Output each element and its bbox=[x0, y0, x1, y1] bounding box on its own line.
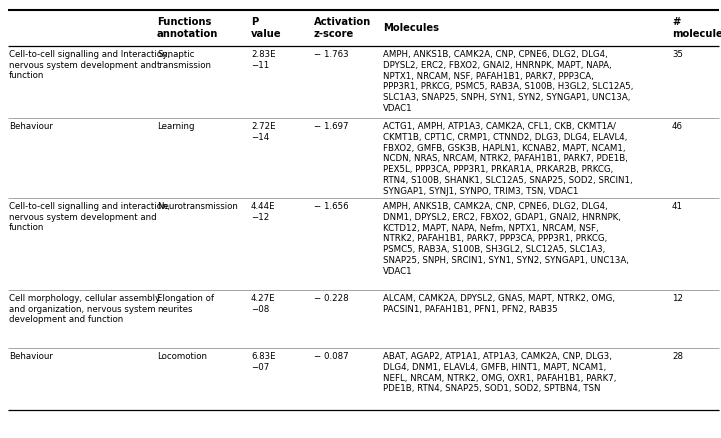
Text: 46: 46 bbox=[672, 122, 683, 131]
Text: ABAT, AGAP2, ATP1A1, ATP1A3, CAMK2A, CNP, DLG3,
DLG4, DNM1, ELAVL4, GMFB, HINT1,: ABAT, AGAP2, ATP1A1, ATP1A3, CAMK2A, CNP… bbox=[383, 352, 616, 393]
Text: Functions
annotation: Functions annotation bbox=[157, 17, 218, 39]
Text: Neurotransmission: Neurotransmission bbox=[157, 202, 238, 211]
Text: 12: 12 bbox=[672, 294, 683, 303]
Text: #
molecules: # molecules bbox=[672, 17, 721, 39]
Text: ACTG1, AMPH, ATP1A3, CAMK2A, CFL1, CKB, CKMT1A/
CKMT1B, CPT1C, CRMP1, CTNND2, DL: ACTG1, AMPH, ATP1A3, CAMK2A, CFL1, CKB, … bbox=[383, 122, 632, 195]
Text: 2.83E
−11: 2.83E −11 bbox=[251, 50, 275, 70]
Text: − 1.763: − 1.763 bbox=[314, 50, 349, 59]
Text: P
value: P value bbox=[251, 17, 282, 39]
Text: Cell-to-cell signalling and interaction,
nervous system development and
function: Cell-to-cell signalling and interaction,… bbox=[9, 202, 170, 233]
Text: AMPH, ANKS1B, CAMK2A, CNP, CPNE6, DLG2, DLG4,
DNM1, DPYSL2, ERC2, FBXO2, GDAP1, : AMPH, ANKS1B, CAMK2A, CNP, CPNE6, DLG2, … bbox=[383, 202, 629, 276]
Text: Learning: Learning bbox=[157, 122, 195, 131]
Text: Cell morphology, cellular assembly
and organization, nervous system
development : Cell morphology, cellular assembly and o… bbox=[9, 294, 160, 325]
Text: − 0.087: − 0.087 bbox=[314, 352, 349, 361]
Text: AMPH, ANKS1B, CAMK2A, CNP, CPNE6, DLG2, DLG4,
DPYSL2, ERC2, FBXO2, GNAI2, HNRNPK: AMPH, ANKS1B, CAMK2A, CNP, CPNE6, DLG2, … bbox=[383, 50, 633, 113]
Text: Elongation of
neurites: Elongation of neurites bbox=[157, 294, 214, 314]
Text: Synaptic
transmission: Synaptic transmission bbox=[157, 50, 212, 70]
Text: 28: 28 bbox=[672, 352, 683, 361]
Text: 35: 35 bbox=[672, 50, 683, 59]
Text: Behaviour: Behaviour bbox=[9, 352, 53, 361]
Text: 41: 41 bbox=[672, 202, 683, 211]
Text: Locomotion: Locomotion bbox=[157, 352, 207, 361]
Text: Cell-to-cell signalling and Interaction,
nervous system development and
function: Cell-to-cell signalling and Interaction,… bbox=[9, 50, 170, 81]
Text: − 1.656: − 1.656 bbox=[314, 202, 349, 211]
Text: 4.44E
−12: 4.44E −12 bbox=[251, 202, 275, 222]
Text: − 1.697: − 1.697 bbox=[314, 122, 348, 131]
Text: 2.72E
−14: 2.72E −14 bbox=[251, 122, 275, 142]
Text: Activation
z-score: Activation z-score bbox=[314, 17, 371, 39]
Text: 6.83E
−07: 6.83E −07 bbox=[251, 352, 275, 372]
Text: ALCAM, CAMK2A, DPYSL2, GNAS, MAPT, NTRK2, OMG,
PACSIN1, PAFAH1B1, PFN1, PFN2, RA: ALCAM, CAMK2A, DPYSL2, GNAS, MAPT, NTRK2… bbox=[383, 294, 615, 314]
Text: Behaviour: Behaviour bbox=[9, 122, 53, 131]
Text: − 0.228: − 0.228 bbox=[314, 294, 349, 303]
Text: Molecules: Molecules bbox=[383, 23, 439, 33]
Text: 4.27E
−08: 4.27E −08 bbox=[251, 294, 275, 314]
